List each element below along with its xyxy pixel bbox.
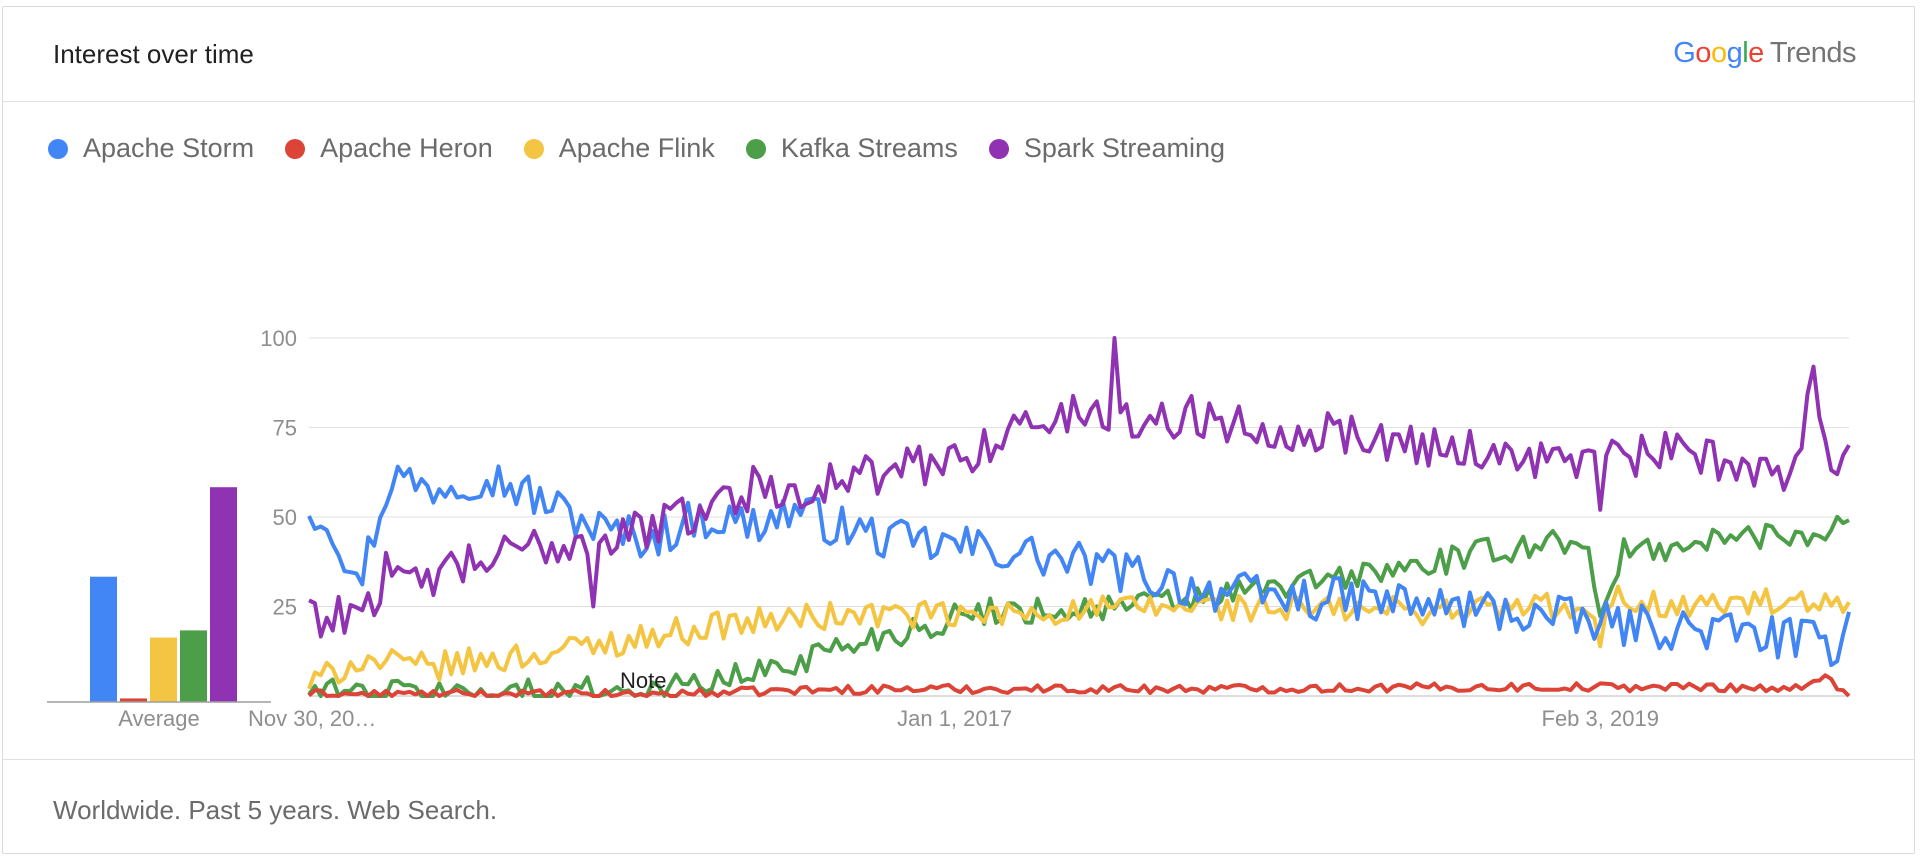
average-bar-apache-storm: [90, 576, 117, 702]
legend-item-spark-streaming[interactable]: Spark Streaming: [988, 133, 1225, 164]
average-bar-kafka-streams: [180, 630, 207, 702]
legend-item-kafka-streams[interactable]: Kafka Streams: [745, 133, 958, 164]
x-tick-label: Jan 1, 2017: [897, 706, 1012, 731]
y-tick-label: 100: [260, 326, 297, 351]
legend-swatch: [48, 138, 68, 159]
x-tick-label: Nov 30, 20…: [248, 706, 376, 731]
legend-swatch: [523, 138, 544, 159]
legend-label: Spark Streaming: [1023, 133, 1225, 163]
google-trends-logo: Google Trends: [1673, 37, 1856, 70]
legend-label: Kafka Streams: [780, 133, 958, 163]
series-line-apache-heron: [307, 673, 1851, 698]
interest-chart: 25 50 75 100 Nov 30, 20… Jan 1, 2017 Feb 3, 20…: [47, 326, 1851, 731]
x-tick-label: Feb 3, 2019: [1542, 706, 1659, 731]
card-header: Interest over time Google Trends: [3, 7, 1914, 102]
legend-swatch: [745, 138, 766, 159]
y-tick-label: 25: [273, 595, 297, 620]
legend-swatch: [988, 138, 1009, 159]
legend-swatch: [285, 138, 306, 159]
legend-item-apache-storm[interactable]: Apache Storm: [48, 133, 254, 164]
series-line-apache-flink: [307, 584, 1851, 690]
average-bar-spark-streaming: [210, 487, 237, 702]
legend-label: Apache Flink: [558, 133, 715, 163]
series-line-apache-storm: [307, 464, 1851, 668]
average-bar-apache-heron: [120, 698, 147, 702]
average-bar-apache-flink: [150, 637, 177, 702]
y-tick-label: 75: [273, 416, 297, 441]
legend-item-apache-heron[interactable]: Apache Heron: [285, 133, 493, 164]
legend-label: Apache Storm: [83, 133, 255, 163]
interest-over-time-card: Interest over time Google Trends Apache S…: [2, 6, 1915, 854]
average-label: Average: [118, 706, 200, 731]
trends-logo-text: Trends: [1769, 37, 1857, 69]
card-title: Interest over time: [53, 39, 254, 69]
note-annotation: Note: [620, 668, 666, 693]
google-logo-text: Google: [1673, 37, 1764, 69]
legend-label: Apache Heron: [320, 133, 493, 163]
y-tick-label: 50: [273, 505, 297, 530]
card-footer: Worldwide. Past 5 years. Web Search.: [3, 759, 1914, 853]
footer-description: Worldwide. Past 5 years. Web Search.: [53, 795, 498, 825]
series-line-spark-streaming: [308, 336, 1851, 639]
chart-legend: Apache Storm Apache Heron Apache Flink Kafk…: [48, 133, 1256, 164]
legend-item-apache-flink[interactable]: Apache Flink: [523, 133, 715, 164]
